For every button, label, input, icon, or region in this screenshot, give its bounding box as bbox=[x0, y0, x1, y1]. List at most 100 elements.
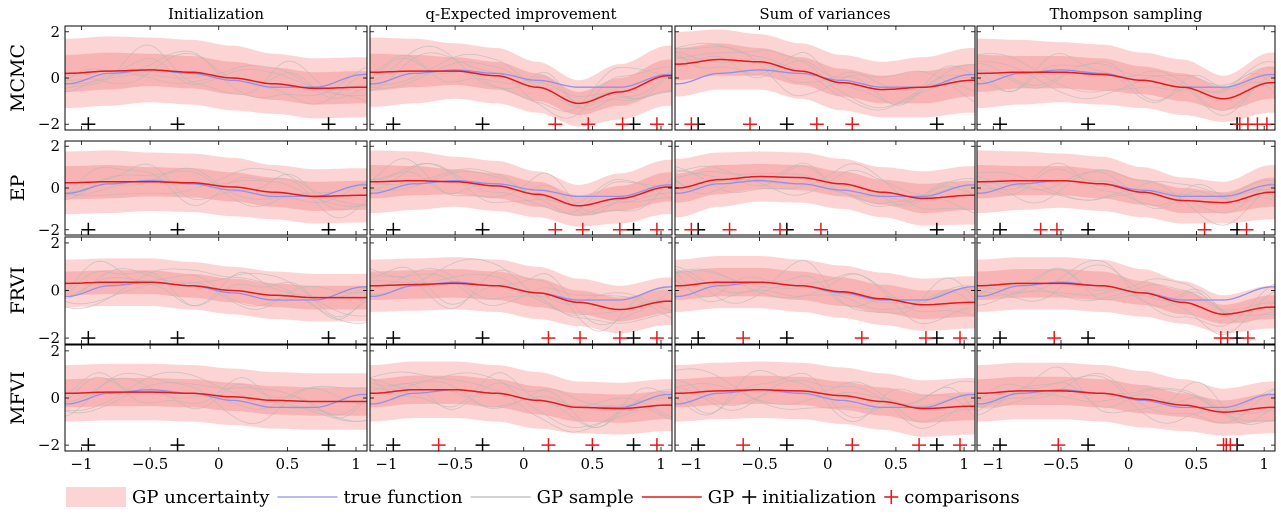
comparison-marker bbox=[918, 331, 933, 344]
true-function-line bbox=[977, 180, 1275, 198]
subplot-mcmc-3 bbox=[976, 25, 1276, 131]
comparison-marker bbox=[615, 117, 630, 130]
gp-sample-line bbox=[370, 382, 672, 428]
comparison-marker bbox=[953, 438, 967, 451]
initialization-marker bbox=[929, 438, 944, 451]
gp-sample-line bbox=[370, 163, 672, 205]
initialization-marker bbox=[475, 222, 490, 235]
gp-sample-line bbox=[65, 50, 367, 99]
comparison-marker bbox=[548, 222, 563, 235]
uncertainty-band-inner bbox=[370, 53, 672, 115]
initialization-marker bbox=[626, 438, 641, 451]
initialization-marker bbox=[1081, 117, 1096, 130]
comparison-marker bbox=[953, 331, 967, 344]
comparison-marker bbox=[1197, 222, 1212, 235]
true-function-line bbox=[675, 180, 975, 198]
initialization-marker bbox=[779, 438, 794, 451]
initialization-marker bbox=[81, 331, 96, 344]
gp-sample-line bbox=[675, 379, 975, 429]
comparison-marker bbox=[1240, 331, 1255, 344]
gp-mean-line bbox=[977, 179, 1275, 204]
subplot-mfvi-0: −2 0 2 −1 −0.5 0 0.5 1 bbox=[38, 342, 368, 473]
initialization-marker bbox=[779, 331, 794, 344]
gp-sample-line bbox=[675, 372, 975, 419]
initialization-marker bbox=[321, 222, 336, 235]
x-tick-label: 0 bbox=[519, 455, 529, 473]
x-tick-label: 0 bbox=[214, 455, 224, 473]
legend-item-comp: comparisons bbox=[884, 487, 1020, 508]
gp-sample-line bbox=[65, 268, 367, 310]
gp-sample-line bbox=[65, 371, 367, 422]
comparison-marker bbox=[1047, 331, 1062, 344]
x-tick-label: −0.5 bbox=[437, 455, 473, 473]
gp-sample-line bbox=[675, 268, 975, 325]
y-tick-label: −2 bbox=[38, 221, 60, 239]
initialization-marker bbox=[170, 438, 185, 451]
comparison-marker bbox=[809, 117, 824, 130]
legend-label: comparisons bbox=[904, 487, 1020, 508]
comparison-marker bbox=[1033, 222, 1048, 235]
column-title: Sum of variances bbox=[759, 5, 890, 23]
comparison-marker bbox=[649, 331, 664, 344]
initialization-marker bbox=[929, 222, 944, 235]
legend: GP uncertainty true function GP sample GP in… bbox=[66, 487, 1020, 508]
gp-sample-line bbox=[977, 268, 1275, 316]
gp-sample-line bbox=[370, 171, 672, 216]
uncertainty-band-inner bbox=[675, 267, 975, 319]
gp-sample-line bbox=[370, 268, 672, 312]
y-tick-label: 0 bbox=[50, 69, 60, 87]
gp-sample-line bbox=[370, 372, 672, 429]
legend-label: GP uncertainty bbox=[132, 487, 270, 508]
initialization-marker bbox=[321, 331, 336, 344]
gp-sample-line bbox=[977, 169, 1275, 226]
row-label: MCMC bbox=[7, 44, 29, 112]
true-function-line bbox=[65, 281, 367, 301]
initialization-marker bbox=[475, 117, 490, 130]
subplot-mfvi-3: −1 −0.5 0 0.5 1 bbox=[976, 344, 1276, 473]
subplot-mfvi-1: −1 −0.5 0 0.5 1 bbox=[369, 344, 673, 473]
gp-mean-line bbox=[65, 69, 367, 90]
legend-label: true function bbox=[343, 487, 463, 508]
gp-sample-line bbox=[65, 53, 367, 105]
subplot-mfvi-2: −1 −0.5 0 0.5 1 bbox=[674, 344, 976, 473]
legend-item-mean: GP bbox=[641, 487, 734, 508]
x-tick-label: 1 bbox=[959, 455, 969, 473]
subplot-frvi-2 bbox=[674, 236, 976, 345]
initialization-marker bbox=[81, 117, 96, 130]
comparison-marker bbox=[743, 117, 757, 130]
comparison-marker bbox=[649, 117, 664, 130]
initialization-marker bbox=[626, 331, 641, 344]
uncertainty-band-inner bbox=[65, 52, 367, 105]
y-tick-label: −2 bbox=[38, 115, 60, 133]
comparison-marker bbox=[736, 438, 751, 451]
subplot-mcmc-0: −2 0 2 bbox=[38, 23, 368, 133]
comparison-marker bbox=[431, 438, 446, 451]
comparison-marker bbox=[548, 117, 563, 130]
gp-sample-line bbox=[977, 180, 1275, 201]
subplot-ep-3 bbox=[976, 140, 1276, 236]
gp-sample-line bbox=[370, 273, 672, 319]
comparison-marker bbox=[1051, 438, 1066, 451]
row-label: MFVI bbox=[7, 371, 29, 425]
gp-sample-line bbox=[370, 163, 672, 214]
gp-sample-line bbox=[370, 45, 672, 112]
gp-sample-line bbox=[977, 382, 1275, 424]
initialization-marker bbox=[993, 222, 1008, 235]
comparison-marker bbox=[773, 222, 787, 235]
initialization-marker bbox=[170, 117, 185, 130]
gp-mean-line bbox=[977, 390, 1275, 413]
subplot-frvi-1 bbox=[369, 236, 673, 345]
gp-sample-line bbox=[65, 271, 367, 318]
uncertainty-band-inner bbox=[675, 375, 975, 423]
gp-sample-line bbox=[675, 275, 975, 307]
initialization-marker bbox=[81, 438, 96, 451]
initialization-marker bbox=[691, 438, 706, 451]
gp-mean-line bbox=[65, 281, 367, 299]
gp-sample-line bbox=[65, 372, 367, 424]
comparison-marker bbox=[845, 117, 860, 130]
gp-sample-line bbox=[370, 266, 672, 326]
comparison-marker bbox=[573, 331, 588, 344]
gp-sample-line bbox=[65, 376, 367, 419]
legend-item-init: initialization bbox=[742, 487, 877, 508]
comparison-marker bbox=[612, 331, 627, 344]
